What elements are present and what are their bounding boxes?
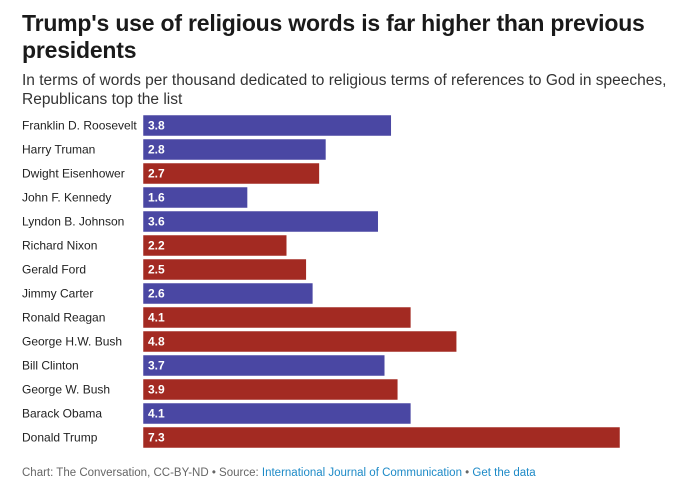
value-label: 1.6 (148, 191, 165, 205)
bar[interactable] (142, 354, 386, 377)
bar[interactable] (142, 402, 412, 425)
value-label: 2.2 (148, 239, 165, 253)
source-prefix: • Source: (208, 467, 262, 479)
category-label: Barack Obama (22, 407, 102, 421)
value-label: 3.7 (148, 359, 165, 373)
value-label: 4.8 (148, 335, 165, 349)
category-label: Lyndon B. Johnson (22, 215, 124, 229)
value-label: 7.3 (148, 431, 165, 445)
bar[interactable] (142, 234, 288, 257)
footer-separator: • (461, 467, 473, 479)
category-label: Gerald Ford (22, 263, 86, 277)
bar[interactable] (142, 282, 314, 305)
category-label: George W. Bush (22, 383, 110, 397)
value-label: 2.7 (148, 167, 165, 181)
category-label: George H.W. Bush (22, 335, 122, 349)
category-label: Donald Trump (22, 431, 98, 445)
bar[interactable] (142, 426, 621, 449)
category-label: Harry Truman (22, 143, 95, 157)
category-label: Bill Clinton (22, 359, 79, 373)
category-label: Dwight Eisenhower (22, 167, 125, 181)
category-label: John F. Kennedy (22, 191, 111, 205)
bar[interactable] (142, 162, 320, 185)
value-label: 3.6 (148, 215, 165, 229)
value-label: 2.8 (148, 143, 165, 157)
chart-footer: Chart: The Conversation, CC-BY-ND • Sour… (22, 467, 672, 479)
value-label: 3.8 (148, 119, 165, 133)
bar[interactable] (142, 258, 307, 281)
chart-subtitle: In terms of words per thousand dedicated… (22, 72, 667, 108)
category-label: Richard Nixon (22, 239, 97, 253)
value-label: 2.6 (148, 287, 165, 301)
bar[interactable] (142, 306, 412, 329)
value-label: 4.1 (148, 407, 165, 421)
value-label: 3.9 (148, 383, 165, 397)
category-label: Jimmy Carter (22, 287, 93, 301)
bar[interactable] (142, 210, 379, 233)
credit-text: Chart: The Conversation, CC-BY-ND (22, 467, 209, 479)
category-label: Ronald Reagan (22, 311, 105, 325)
value-label: 4.1 (148, 311, 165, 325)
get-data-link[interactable]: Get the data (472, 467, 536, 479)
bar[interactable] (142, 138, 327, 161)
bar[interactable] (142, 330, 457, 353)
category-label: Franklin D. Roosevelt (22, 119, 137, 133)
bar[interactable] (142, 378, 399, 401)
chart-title: Trump's use of religious words is far hi… (22, 10, 645, 63)
bar[interactable] (142, 186, 248, 209)
value-label: 2.5 (148, 263, 165, 277)
source-link[interactable]: International Journal of Communication (261, 467, 462, 479)
bar[interactable] (142, 114, 392, 137)
